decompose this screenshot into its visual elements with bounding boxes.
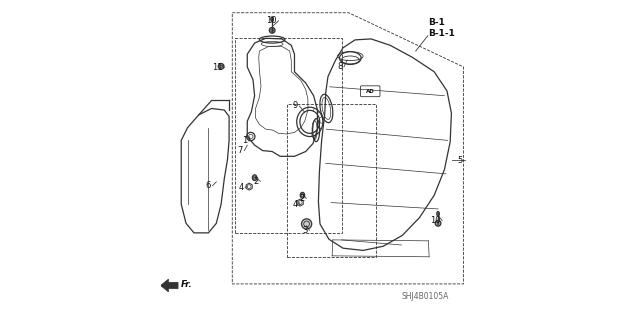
Text: 8: 8	[337, 63, 342, 71]
Text: 10: 10	[430, 216, 440, 225]
Circle shape	[269, 27, 275, 33]
Text: 4: 4	[238, 183, 243, 192]
Polygon shape	[161, 279, 178, 292]
Circle shape	[435, 220, 441, 226]
Bar	[236, 38, 342, 233]
Ellipse shape	[252, 175, 257, 181]
Text: 6: 6	[205, 181, 211, 190]
Text: 5: 5	[458, 156, 463, 165]
Ellipse shape	[271, 17, 273, 21]
Text: 3: 3	[303, 226, 308, 235]
Text: 2: 2	[300, 194, 305, 203]
Text: AD: AD	[365, 89, 374, 94]
Circle shape	[218, 63, 224, 69]
Text: B-1: B-1	[428, 18, 445, 27]
Text: B-1-1: B-1-1	[428, 29, 455, 38]
Text: 9: 9	[292, 101, 298, 110]
Text: 7: 7	[237, 146, 243, 155]
Text: SHJ4B0105A: SHJ4B0105A	[401, 292, 449, 300]
Text: 2: 2	[253, 177, 259, 186]
Text: Fr.: Fr.	[180, 280, 193, 289]
Text: 4: 4	[293, 200, 298, 209]
Ellipse shape	[436, 211, 439, 216]
Text: 1: 1	[242, 137, 247, 145]
Circle shape	[301, 219, 312, 229]
Bar	[287, 104, 376, 257]
Ellipse shape	[300, 192, 305, 198]
Text: 10: 10	[266, 16, 277, 25]
Text: 11: 11	[212, 63, 223, 72]
